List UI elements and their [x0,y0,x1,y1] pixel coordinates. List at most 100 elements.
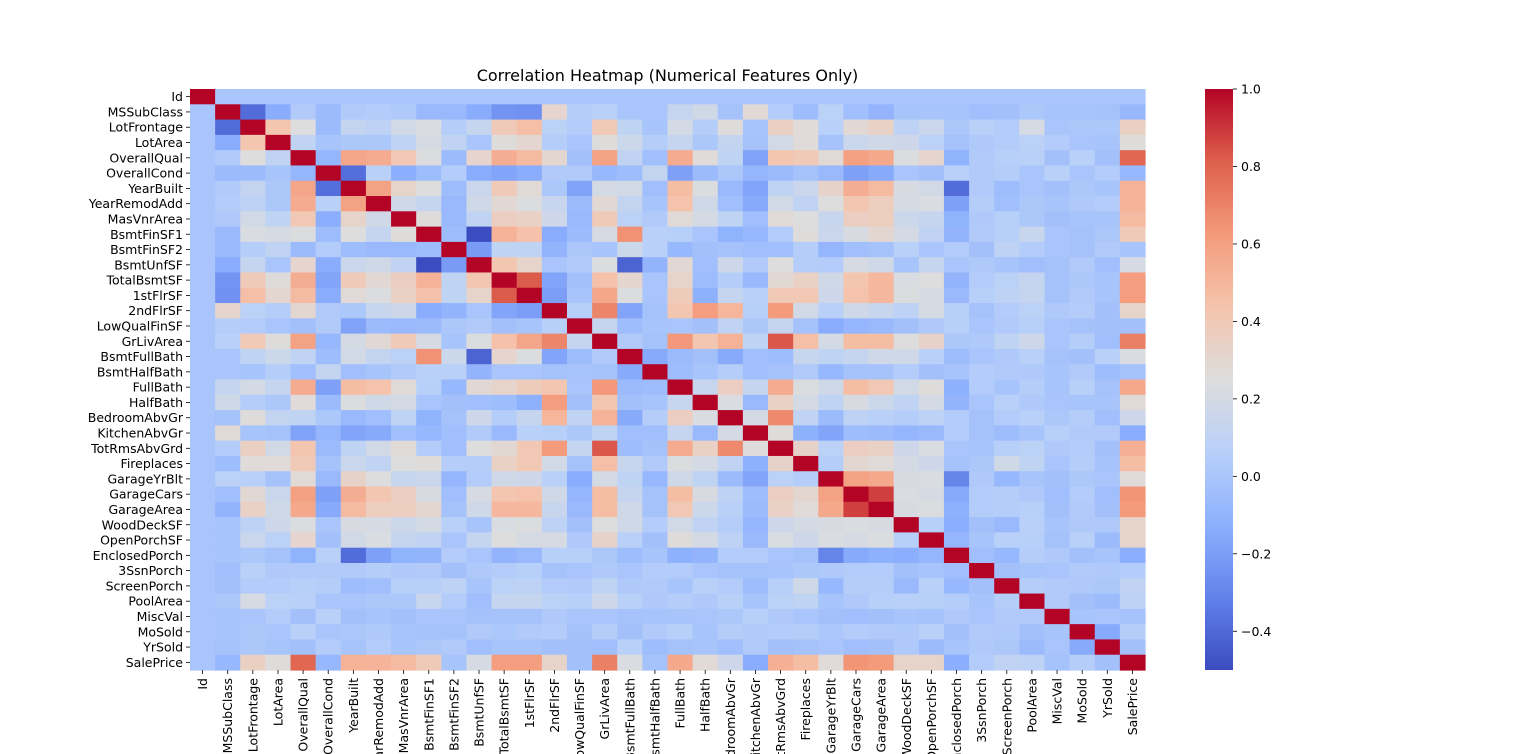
heatmap-cell [441,440,468,457]
heatmap-cell [441,517,468,533]
heatmap-cell [416,104,442,121]
heatmap-cell [994,241,1020,258]
x-tick-label: GarageCars [848,678,863,752]
heatmap-cell [742,226,769,243]
heatmap-cell [994,272,1020,289]
heatmap-cell [768,654,794,671]
heatmap-cell [365,440,392,457]
x-tick-label: MoSold [1075,678,1090,723]
heatmap-cell [1044,333,1071,350]
heatmap-cell [190,89,216,105]
heatmap-cell [717,562,744,579]
heatmap-cell [315,119,342,136]
heatmap-cell [290,394,317,411]
heatmap-cell [491,303,518,319]
heatmap-cell [667,303,694,319]
heatmap-cell [265,517,292,533]
heatmap-cell [793,578,819,595]
heatmap-cell [541,547,568,564]
heatmap-cell [818,104,845,121]
heatmap-cell [391,303,417,319]
heatmap-cell [893,410,920,426]
heatmap-cell [642,501,669,518]
heatmap-cell [315,578,342,595]
heatmap-cell [416,639,442,656]
heatmap-cell [190,211,216,228]
heatmap-cell [717,257,744,274]
heatmap-cell [265,104,292,121]
heatmap-cell [1094,119,1121,136]
heatmap-cell [742,89,769,105]
heatmap-cell [541,425,568,442]
heatmap-cell [416,471,442,488]
colorbar-tick-label: 0.6 [1241,236,1261,251]
heatmap-cell [818,608,845,625]
heatmap-cell [441,578,468,595]
heatmap-cell [843,639,870,656]
heatmap-cell [190,196,216,212]
heatmap-cell [491,639,518,656]
heatmap-cell [441,104,468,121]
heatmap-cell [365,608,392,625]
heatmap-cell [566,562,593,579]
heatmap-cell [441,486,468,503]
heatmap-cell [843,532,870,549]
heatmap-cell [315,165,342,182]
heatmap-cell [843,654,870,671]
heatmap-cell [843,379,870,396]
heatmap-cell [918,165,945,182]
heatmap-cell [742,134,769,151]
heatmap-cell [667,180,694,197]
heatmap-cell [391,471,417,488]
heatmap-cell [190,394,216,411]
heatmap-cell [793,104,819,121]
heatmap-cell [994,455,1020,472]
heatmap-cell [441,89,468,105]
heatmap-cell [1044,211,1071,228]
heatmap-cell [617,241,643,258]
heatmap-cell [969,425,995,442]
heatmap-cell [667,364,694,381]
heatmap-cell [1119,379,1146,396]
heatmap-cell [994,333,1020,350]
heatmap-cell [315,180,342,197]
heatmap-cell [1044,379,1071,396]
heatmap-cell [491,608,518,625]
heatmap-cell [994,440,1020,457]
heatmap-cell [667,471,694,488]
heatmap-cell [793,241,819,258]
heatmap-cell [1044,394,1071,411]
heatmap-cell [441,394,468,411]
heatmap-cell [190,333,216,350]
heatmap-cell [969,272,995,289]
heatmap-cell [1044,226,1071,243]
x-tick-label: SalePrice [1125,678,1140,736]
heatmap-cell [818,471,845,488]
y-tick-label: GrLivArea [122,334,183,349]
heatmap-cell [240,226,266,243]
heatmap-cell [516,257,543,274]
heatmap-cell [190,180,216,197]
heatmap-cell [265,119,292,136]
heatmap-cell [918,501,945,518]
heatmap-cell [491,318,518,335]
heatmap-cell [1069,578,1096,595]
heatmap-cell [215,486,241,503]
heatmap-cell [994,379,1020,396]
heatmap-cell [290,639,317,656]
heatmap-cell [642,119,669,136]
heatmap-cell [240,119,266,136]
heatmap-cell [441,547,468,564]
heatmap-cell [742,364,769,381]
heatmap-cell [290,348,317,365]
heatmap-cell [566,165,593,182]
heatmap-cell [1019,593,1046,610]
heatmap-cell [692,471,719,488]
heatmap-cell [918,624,945,641]
heatmap-cell [793,562,819,579]
heatmap-cell [943,150,970,167]
heatmap-cell [1069,532,1096,549]
heatmap-cell [391,654,417,671]
heatmap-cell [491,410,518,426]
heatmap-cell [692,547,719,564]
